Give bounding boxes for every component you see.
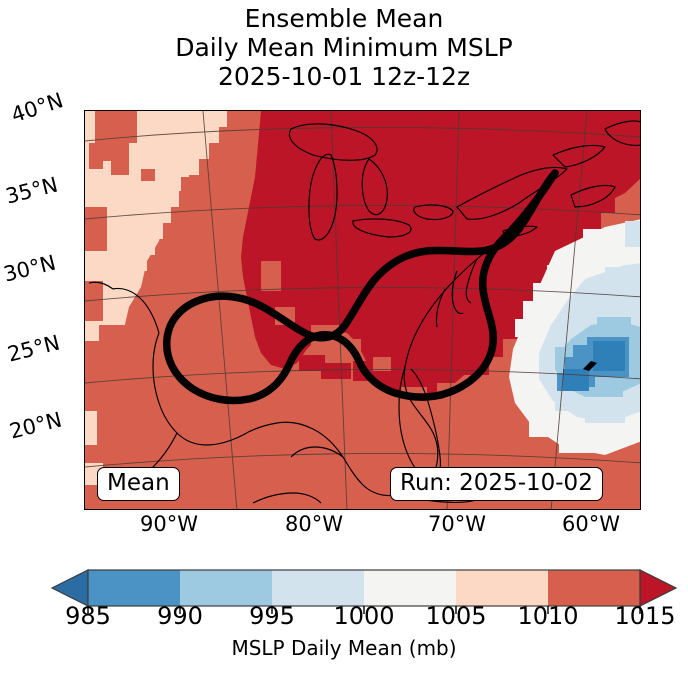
- colorbar-title: MSLP Daily Mean (mb): [231, 636, 457, 660]
- lon-label-70W: 70°W: [428, 512, 486, 536]
- colorbar-swatches: [50, 569, 678, 614]
- annotation-mean: Mean: [97, 467, 180, 501]
- lat-label-30N: 30°N: [1, 250, 59, 287]
- lat-label-25N: 25°N: [5, 330, 63, 367]
- annotation-run-date: Run: 2025-10-02: [390, 467, 603, 501]
- title-line-3: 2025-10-01 12z-12z: [217, 62, 471, 91]
- cb-tick-995: 995: [249, 602, 295, 630]
- lon-label-90W: 90°W: [140, 512, 198, 536]
- lat-label-35N: 35°N: [3, 172, 61, 209]
- lon-label-60W: 60°W: [562, 512, 620, 536]
- cb-tick-1000: 1000: [333, 602, 395, 630]
- title-line-2: Daily Mean Minimum MSLP: [175, 33, 513, 62]
- storm-center-marker: [583, 361, 597, 371]
- cb-tick-985: 985: [65, 602, 111, 630]
- map-panel[interactable]: [84, 110, 641, 510]
- map-canvas: [85, 111, 640, 509]
- cb-tick-1005: 1005: [425, 602, 487, 630]
- figure-title: Ensemble Mean Daily Mean Minimum MSLP 20…: [0, 4, 688, 91]
- lon-label-80W: 80°W: [285, 512, 343, 536]
- cb-tick-990: 990: [157, 602, 203, 630]
- lat-label-40N: 40°N: [8, 88, 67, 128]
- lat-label-20N: 20°N: [7, 407, 65, 444]
- cb-tick-1015: 1015: [614, 602, 676, 630]
- cb-tick-1010: 1010: [517, 602, 579, 630]
- mslp-1015-contour: [163, 169, 559, 405]
- colorbar[interactable]: 985 990 995 1000 1005 1010 1015 MSLP Dai…: [0, 566, 688, 674]
- title-line-1: Ensemble Mean: [244, 4, 444, 33]
